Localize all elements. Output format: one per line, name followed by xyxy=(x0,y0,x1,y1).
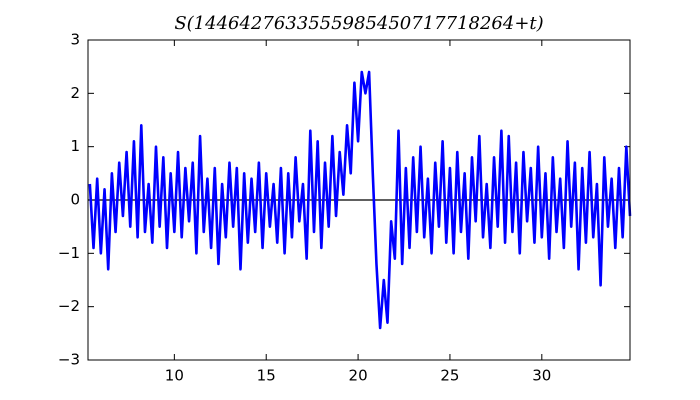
x-tick-label: 25 xyxy=(440,367,459,385)
x-tick-label: 10 xyxy=(165,367,184,385)
y-tick-label: 3 xyxy=(70,31,80,49)
y-tick-label: −2 xyxy=(58,297,80,315)
y-tick-label: 0 xyxy=(70,191,80,209)
y-tick-label: −3 xyxy=(58,351,80,369)
x-tick-label: 30 xyxy=(532,367,551,385)
y-tick-label: 2 xyxy=(70,84,80,102)
plot-frame xyxy=(87,39,631,361)
line-series xyxy=(88,70,632,330)
x-tick-label: 20 xyxy=(349,367,368,385)
chart-title: S(1446427633555985450717718264+t) xyxy=(174,13,543,34)
y-tick-label: −1 xyxy=(58,244,80,262)
x-tick-label: 15 xyxy=(257,367,276,385)
y-tick-label: 1 xyxy=(70,137,80,155)
